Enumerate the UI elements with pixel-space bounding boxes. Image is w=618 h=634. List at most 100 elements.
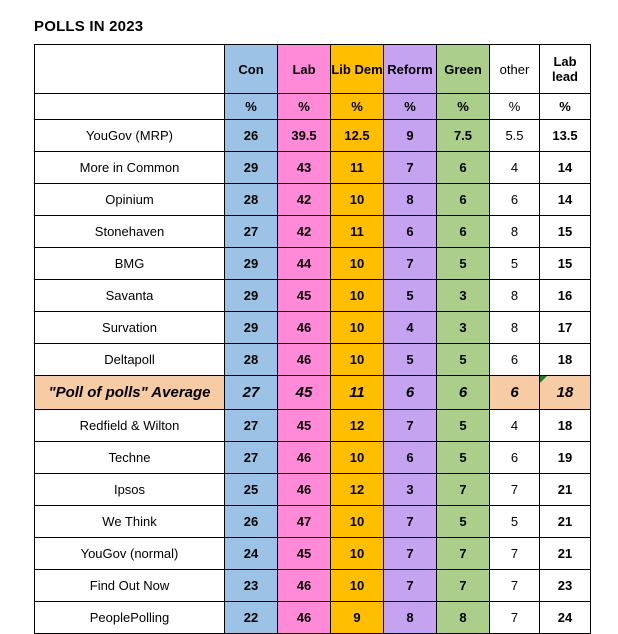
- cell-libdem: 10: [330, 311, 384, 344]
- cell-libdem: 12: [330, 409, 384, 442]
- cell-libdem: 10: [330, 247, 384, 280]
- cell-lab: 46: [277, 343, 331, 376]
- cell-lab_lead: 21: [539, 537, 591, 570]
- pollster-name-cell: Survation: [34, 311, 225, 344]
- cell-lab_lead: 16: [539, 279, 591, 312]
- cell-lab: 43: [277, 151, 331, 184]
- cell-lab_lead: 19: [539, 441, 591, 474]
- table-row: Stonehaven 27 42 11 6 6 8 15: [34, 215, 591, 248]
- cell-other: 5: [489, 247, 540, 280]
- cell-con: 29: [224, 311, 278, 344]
- cell-libdem: 10: [330, 279, 384, 312]
- cell-libdem: 10: [330, 441, 384, 474]
- cell-lab_lead: 23: [539, 569, 591, 602]
- cell-other: 8: [489, 215, 540, 248]
- cell-reform: 7: [383, 409, 437, 442]
- cell-lab: 45: [277, 409, 331, 442]
- cell-lab: 46: [277, 601, 331, 634]
- table-row: Techne 27 46 10 6 5 6 19: [34, 441, 591, 474]
- cell-lab: 39.5: [277, 119, 331, 152]
- header-corner-cell: [34, 44, 225, 94]
- table-row: YouGov (normal) 24 45 10 7 7 7 21: [34, 537, 591, 570]
- cell-lab: 46: [277, 311, 331, 344]
- cell-reform: 7: [383, 569, 437, 602]
- cell-lab: 42: [277, 183, 331, 216]
- cell-lab: 42: [277, 215, 331, 248]
- table-row: Ipsos 25 46 12 3 7 7 21: [34, 473, 591, 506]
- polls-table: Con Lab Lib Dem Reform Green other Lab lead%%%…: [34, 44, 591, 634]
- table-row: YouGov (MRP) 26 39.5 12.5 9 7.5 5.5 13.5: [34, 119, 591, 152]
- cell-lab: 46: [277, 441, 331, 474]
- table-row: Savanta 29 45 10 5 3 8 16: [34, 279, 591, 312]
- cell-libdem: 10: [330, 569, 384, 602]
- cell-con: 27: [224, 215, 278, 248]
- cell-green: 8: [436, 601, 490, 634]
- cell-reform: 3: [383, 473, 437, 506]
- cell-green: 6: [436, 151, 490, 184]
- table-row: Survation 29 46 10 4 3 8 17: [34, 311, 591, 344]
- cell-libdem: 9: [330, 601, 384, 634]
- pollster-name-cell: PeoplePolling: [34, 601, 225, 634]
- pollster-name-cell: YouGov (MRP): [34, 119, 225, 152]
- cell-other: 5.5: [489, 119, 540, 152]
- table-row: Opinium 28 42 10 8 6 6 14: [34, 183, 591, 216]
- cell-other: 4: [489, 151, 540, 184]
- table-row: PeoplePolling 22 46 9 8 8 7 24: [34, 601, 591, 634]
- unit-cell-libdem: %: [330, 93, 384, 120]
- cell-green: 7: [436, 473, 490, 506]
- cell-con: 26: [224, 119, 278, 152]
- cell-reform: 8: [383, 183, 437, 216]
- cell-con: 28: [224, 183, 278, 216]
- unit-cell-green: %: [436, 93, 490, 120]
- pollster-name-cell: Opinium: [34, 183, 225, 216]
- cell-green: 5: [436, 409, 490, 442]
- cell-green: 5: [436, 441, 490, 474]
- cell-lab_lead: 18: [539, 375, 591, 410]
- cell-lab: 46: [277, 473, 331, 506]
- cell-green: 7.5: [436, 119, 490, 152]
- column-header-lab: Lab: [277, 44, 331, 94]
- table-row: Redfield & Wilton 27 45 12 7 5 4 18: [34, 409, 591, 442]
- cell-lab_lead: 15: [539, 247, 591, 280]
- pollster-name-cell: "Poll of polls" Average: [34, 375, 225, 410]
- table-row: Deltapoll 28 46 10 5 5 6 18: [34, 343, 591, 376]
- cell-lab_lead: 17: [539, 311, 591, 344]
- cell-con: 24: [224, 537, 278, 570]
- cell-libdem: 10: [330, 505, 384, 538]
- column-header-reform: Reform: [383, 44, 437, 94]
- cell-lab_lead: 15: [539, 215, 591, 248]
- cell-lab_lead: 13.5: [539, 119, 591, 152]
- cell-green: 6: [436, 215, 490, 248]
- cell-con: 28: [224, 343, 278, 376]
- cell-libdem: 12.5: [330, 119, 384, 152]
- cell-lab_lead: 18: [539, 409, 591, 442]
- cell-green: 3: [436, 311, 490, 344]
- cell-con: 29: [224, 279, 278, 312]
- cell-reform: 8: [383, 601, 437, 634]
- cell-reform: 9: [383, 119, 437, 152]
- cell-other: 6: [489, 343, 540, 376]
- unit-cell-lab: %: [277, 93, 331, 120]
- cell-reform: 7: [383, 537, 437, 570]
- cell-lab_lead: 14: [539, 151, 591, 184]
- cell-reform: 7: [383, 247, 437, 280]
- cell-other: 7: [489, 537, 540, 570]
- pollster-name-cell: Techne: [34, 441, 225, 474]
- cell-reform: 7: [383, 505, 437, 538]
- cell-con: 23: [224, 569, 278, 602]
- cell-other: 7: [489, 473, 540, 506]
- cell-other: 6: [489, 441, 540, 474]
- unit-cell-lab_lead: %: [539, 93, 591, 120]
- cell-lab_lead: 24: [539, 601, 591, 634]
- table-header-row: Con Lab Lib Dem Reform Green other Lab lead: [34, 44, 591, 94]
- cell-con: 27: [224, 441, 278, 474]
- unit-cell-other: %: [489, 93, 540, 120]
- cell-libdem: 11: [330, 215, 384, 248]
- pollster-name-cell: BMG: [34, 247, 225, 280]
- cell-other: 6: [489, 183, 540, 216]
- cell-lab: 45: [277, 375, 331, 410]
- pollster-name-cell: More in Common: [34, 151, 225, 184]
- cell-lab: 45: [277, 537, 331, 570]
- cell-lab: 46: [277, 569, 331, 602]
